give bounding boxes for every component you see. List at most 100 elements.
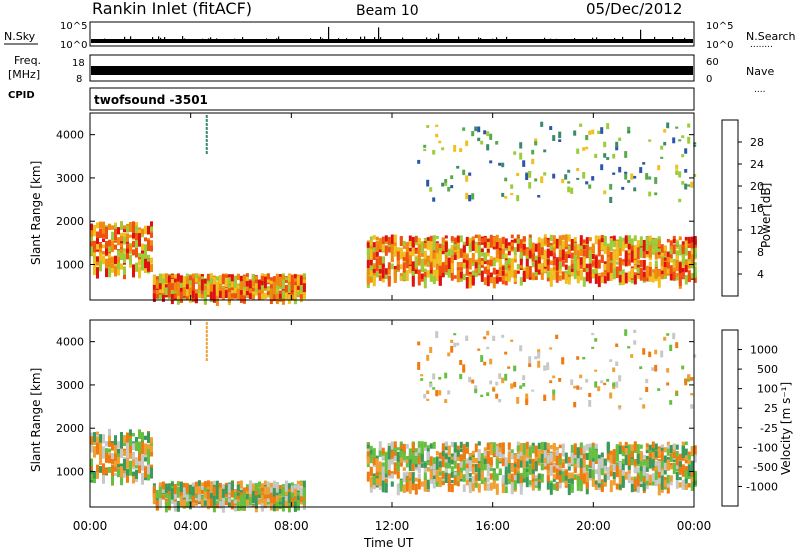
- echo-cell: [477, 448, 481, 458]
- echo-cell: [366, 251, 370, 260]
- echo-cell: [636, 259, 640, 264]
- echo-cell: [657, 460, 661, 472]
- echo-cell: [99, 442, 102, 446]
- echo-cell: [486, 450, 490, 463]
- echo-cell: [633, 235, 637, 242]
- echo-cell: [660, 475, 664, 485]
- echo-cell: [369, 484, 373, 493]
- echo-cell: [687, 184, 691, 187]
- echo-cell: [302, 275, 306, 282]
- echo-cell: [549, 126, 553, 130]
- echo-cell: [642, 250, 646, 259]
- echo-cell: [96, 431, 99, 435]
- nsky-bar: [426, 37, 428, 43]
- echo-cell: [387, 442, 391, 446]
- echo-cell: [525, 459, 529, 467]
- echo-cell: [456, 262, 460, 267]
- echo-cell: [233, 293, 237, 299]
- echo-cell: [552, 258, 556, 266]
- echo-cell: [687, 451, 691, 455]
- nsearch-label: N.Search: [746, 30, 796, 43]
- echo-cell: [684, 148, 688, 154]
- echo-cell: [639, 272, 643, 281]
- echo-cell: [450, 339, 454, 343]
- echo-cell: [96, 267, 99, 279]
- nsky-bar: [520, 39, 522, 43]
- echo-cell: [600, 242, 604, 250]
- echo-cell: [489, 273, 493, 284]
- echo-cell: [132, 233, 135, 239]
- echo-cell: [194, 486, 198, 494]
- echo-cell: [444, 372, 448, 379]
- echo-cell: [495, 446, 499, 456]
- echo-cell: [504, 263, 508, 271]
- echo-cell: [417, 447, 421, 455]
- echo-cell: [120, 466, 123, 478]
- echo-cell: [600, 457, 604, 469]
- echo-cell: [426, 179, 430, 187]
- echo-cell: [477, 348, 481, 351]
- echo-cell: [633, 175, 637, 179]
- colorbar-frame: [721, 119, 739, 297]
- echo-cell: [672, 462, 676, 469]
- echo-cell: [275, 293, 279, 305]
- echo-cell: [552, 135, 556, 141]
- echo-cell: [528, 446, 532, 458]
- velocity-echoes: [90, 322, 697, 513]
- nsky-bar: [234, 38, 236, 43]
- echo-cell: [468, 172, 472, 176]
- echo-cell: [257, 290, 261, 301]
- nsky-bar: [158, 36, 160, 43]
- echo-cell: [182, 482, 186, 488]
- echo-cell: [666, 444, 670, 449]
- echo-cell: [471, 262, 475, 267]
- echo-cell: [120, 235, 123, 242]
- echo-cell: [242, 275, 246, 288]
- echo-cell: [411, 442, 415, 452]
- cpid-panel: twofsound -3501: [89, 87, 695, 111]
- echo-cell: [585, 249, 589, 259]
- echo-cell: [531, 158, 535, 165]
- echo-cell: [537, 458, 541, 463]
- nsky-bar: [124, 36, 126, 43]
- echo-cell: [510, 339, 514, 342]
- echo-cell: [495, 277, 499, 284]
- echo-cell: [396, 471, 400, 478]
- echo-cell: [525, 476, 529, 488]
- echo-cell: [242, 294, 246, 303]
- echo-cell: [96, 464, 99, 474]
- echo-cell: [543, 442, 547, 451]
- echo-cell: [681, 181, 685, 185]
- echo-cell: [669, 344, 673, 351]
- echo-cell: [612, 479, 616, 486]
- echo-cell: [672, 443, 676, 450]
- echo-cell: [218, 494, 222, 500]
- echo-cell: [669, 269, 673, 281]
- echo-cell: [573, 455, 577, 468]
- echo-cell: [690, 273, 694, 279]
- echo-cell: [414, 265, 418, 274]
- echo-cell: [669, 400, 673, 405]
- echo-cell: [120, 248, 123, 254]
- echo-cell: [594, 256, 598, 269]
- echo-cell: [663, 273, 667, 279]
- echo-cell: [248, 486, 252, 492]
- echo-cell: [275, 495, 279, 502]
- echo-cell: [251, 491, 255, 504]
- echo-cell: [519, 456, 523, 468]
- echo-cell: [651, 465, 655, 471]
- echo-cell: [636, 240, 640, 248]
- nsky-bar: [148, 40, 150, 43]
- echo-cell: [402, 262, 406, 273]
- nsky-bar: [454, 42, 456, 43]
- echo-cell: [609, 454, 613, 464]
- echo-cell: [188, 275, 192, 281]
- echo-cell: [528, 250, 532, 259]
- echo-cell: [471, 466, 475, 475]
- echo-cell: [471, 379, 475, 384]
- echo-cell: [501, 162, 505, 168]
- echo-cell: [462, 459, 466, 471]
- echo-cell: [441, 251, 445, 255]
- echo-cell: [405, 263, 409, 269]
- echo-cell: [408, 472, 412, 479]
